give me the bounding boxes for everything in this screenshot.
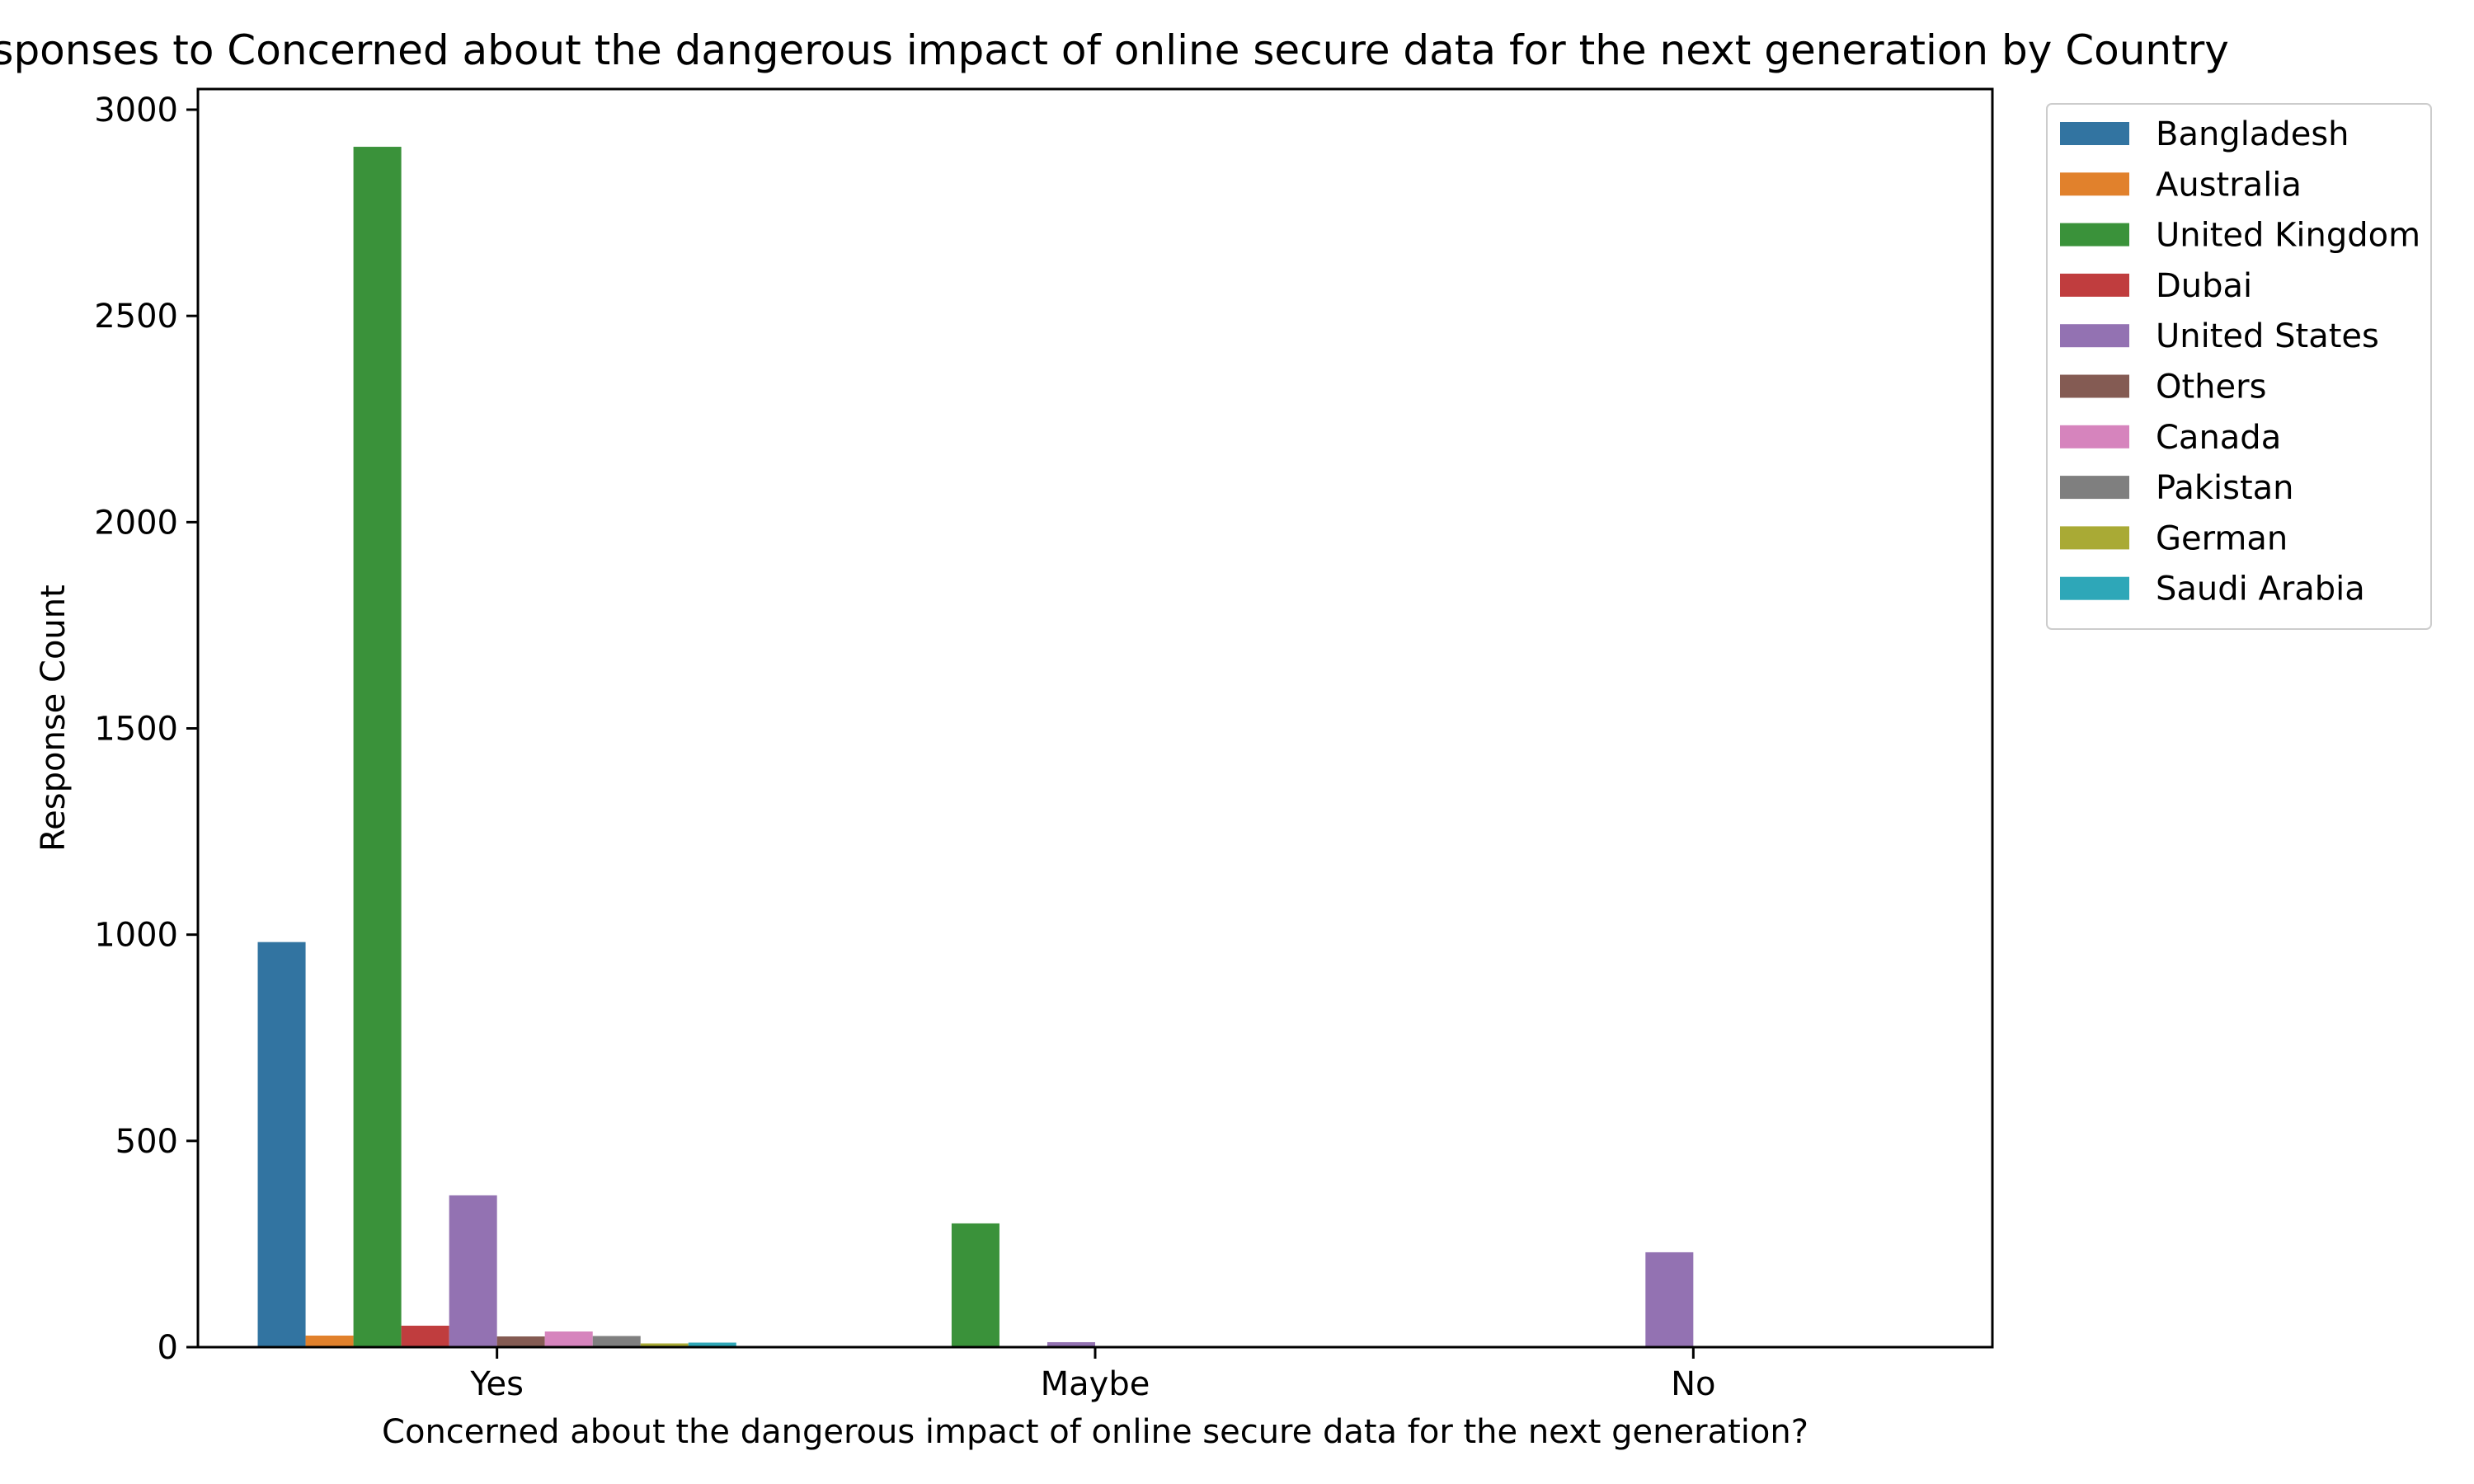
legend-label-australia: Australia <box>2156 166 2302 204</box>
bar-saudi-arabia-yes <box>688 1342 736 1347</box>
y-axis: 0 500 1000 1500 2000 2500 3000 <box>94 92 198 1367</box>
legend-label-saudi-arabia: Saudi Arabia <box>2156 571 2365 608</box>
legend-swatch-saudi-arabia <box>2060 576 2129 600</box>
legend: Bangladesh Australia United Kingdom Dubai Un… <box>2046 103 2432 630</box>
x-tick-label-no: No <box>1671 1365 1715 1403</box>
bar-others-yes <box>496 1336 545 1347</box>
x-axis-label: Concerned about the dangerous impact of … <box>382 1413 1808 1451</box>
plot-frame <box>196 87 1994 1349</box>
y-tick-label: 2500 <box>94 298 178 336</box>
legend-swatch-german <box>2060 526 2129 550</box>
chart-title: Responses to Concerned about the dangero… <box>0 26 2229 74</box>
bar-united-states-yes <box>449 1195 497 1347</box>
x-tick-label-yes: Yes <box>469 1365 524 1403</box>
y-tick-label: 2000 <box>94 504 178 542</box>
bar-pakistan-yes <box>592 1336 641 1347</box>
legend-label-united-kingdom: United Kingdom <box>2156 217 2420 255</box>
y-tick-label: 1500 <box>94 711 178 749</box>
legend-swatch-canada <box>2060 425 2129 448</box>
legend-label-others: Others <box>2156 369 2266 406</box>
bars-group <box>257 147 1694 1347</box>
bar-dubai-yes <box>401 1325 449 1347</box>
legend-label-dubai: Dubai <box>2156 267 2252 305</box>
bar-german-yes <box>640 1343 689 1347</box>
bar-united-kingdom-maybe <box>951 1223 999 1347</box>
legend-swatch-pakistan <box>2060 476 2129 500</box>
legend-swatch-united-states <box>2060 324 2129 348</box>
bar-united-kingdom-yes <box>353 147 402 1347</box>
legend-label-canada: Canada <box>2156 419 2281 457</box>
legend-swatch-australia <box>2060 172 2129 196</box>
bar-united-states-maybe <box>1047 1341 1095 1347</box>
bar-australia-yes <box>305 1335 354 1347</box>
y-tick-label: 0 <box>158 1329 178 1367</box>
legend-label-united-states: United States <box>2156 317 2379 355</box>
y-axis-label: Response Count <box>35 585 73 852</box>
legend-label-german: German <box>2156 519 2288 557</box>
legend-swatch-others <box>2060 374 2129 398</box>
y-tick-label: 1000 <box>94 917 178 955</box>
x-tick-label-maybe: Maybe <box>1041 1365 1150 1403</box>
legend-swatch-bangladesh <box>2060 122 2129 145</box>
legend-label-bangladesh: Bangladesh <box>2156 115 2349 153</box>
y-tick-label: 3000 <box>94 92 178 129</box>
bar-bangladesh-yes <box>257 942 306 1347</box>
legend-swatch-dubai <box>2060 273 2129 297</box>
x-axis: Yes Maybe No <box>469 1347 1716 1403</box>
legend-box <box>2046 103 2432 630</box>
bar-united-states-no <box>1645 1252 1694 1347</box>
legend-label-pakistan: Pakistan <box>2156 469 2294 507</box>
legend-swatch-united-kingdom <box>2060 223 2129 247</box>
y-tick-label: 500 <box>115 1123 178 1161</box>
bar-canada-yes <box>544 1331 593 1347</box>
